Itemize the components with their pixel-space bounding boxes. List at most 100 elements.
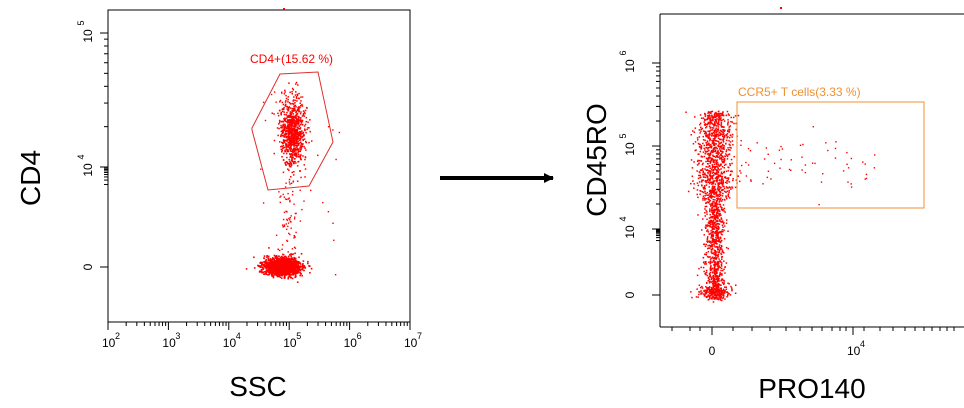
pro140-negative-event — [705, 181, 707, 184]
cd4-positive-event — [273, 152, 275, 155]
pro140-negative-event — [714, 199, 716, 201]
pro140-negative-event — [721, 251, 724, 253]
pro140-negative-event — [709, 267, 712, 269]
cd4-positive-event — [295, 145, 297, 147]
pro140-negative-event — [702, 218, 704, 220]
pro140-negative-event — [707, 134, 710, 136]
bridge-event — [287, 251, 289, 253]
cd4-positive-event — [282, 139, 285, 141]
cd4-negative-event — [260, 270, 263, 272]
cd4-positive-event — [281, 151, 283, 153]
pro140-negative-event — [712, 169, 715, 171]
pro140-negative-event — [710, 292, 713, 294]
cd4-positive-event — [290, 119, 293, 121]
pro140-negative-event — [706, 191, 709, 194]
right-x-axis-label: PRO140 — [758, 373, 865, 404]
pro140-negative-event — [714, 232, 716, 235]
pro140-negative-event — [723, 291, 726, 293]
cd4-positive-event — [283, 107, 285, 109]
pro140-negative-event — [725, 196, 727, 198]
cd4-negative-event — [277, 263, 280, 265]
pro140-negative-event — [710, 230, 712, 232]
pro140-negative-event — [694, 127, 697, 129]
cd4-positive-event — [281, 132, 284, 134]
pro140-negative-event — [704, 172, 706, 174]
pro140-negative-event — [714, 273, 716, 276]
pro140-negative-event — [711, 211, 713, 214]
pro140-negative-event — [717, 115, 719, 117]
pro140-negative-event — [709, 127, 711, 129]
cd4-positive-event — [299, 120, 301, 122]
cd4-positive-event — [297, 149, 299, 152]
pro140-negative-event — [717, 210, 719, 213]
cd4-positive-event — [293, 171, 295, 173]
pro140-negative-event — [712, 280, 715, 282]
pro140-negative-event — [711, 230, 714, 233]
left-y-tick-exponent: 5 — [76, 20, 86, 25]
pro140-negative-event — [719, 198, 721, 201]
ccr5-positive-event — [749, 150, 752, 152]
cd4-negative-event — [279, 267, 282, 269]
pro140-negative-event — [709, 134, 711, 136]
cd4-negative-event — [283, 265, 286, 267]
pro140-negative-event — [722, 137, 725, 139]
cd4-negative-event — [264, 265, 267, 268]
pro140-negative-event — [711, 164, 713, 166]
left-x-tick-exponent: 2 — [115, 331, 120, 341]
pro140-negative-event — [714, 257, 716, 259]
cd4-positive-event — [284, 117, 286, 119]
pro140-negative-event — [712, 138, 715, 140]
pro140-negative-event — [717, 194, 720, 197]
pro140-negative-event — [719, 237, 722, 239]
right-y-tick-exponent: 6 — [618, 50, 628, 55]
pro140-negative-event — [711, 223, 714, 225]
outlier-event — [275, 101, 277, 103]
right-y-tick-label: 10 — [623, 142, 637, 156]
cd4-positive-event — [292, 108, 295, 110]
cd4-positive-event — [300, 144, 302, 147]
pro140-negative-event — [720, 145, 722, 147]
cd4-positive-event — [290, 124, 292, 126]
cd4-positive-event — [287, 119, 290, 121]
pro140-negative-event — [691, 296, 693, 299]
cd4-positive-event — [281, 110, 284, 113]
pro140-negative-event — [718, 237, 720, 239]
pro140-negative-event — [698, 174, 700, 177]
pro140-negative-event — [718, 223, 721, 225]
cd4-positive-event — [297, 115, 299, 118]
cd4-negative-event — [267, 266, 270, 268]
pro140-negative-event — [716, 240, 718, 242]
cd4-positive-event — [273, 113, 275, 115]
cd4-negative-event — [262, 267, 264, 269]
cd4-negative-event — [275, 270, 278, 273]
pro140-negative-event — [713, 159, 715, 161]
bridge-event — [290, 182, 293, 184]
ccr5-positive-event — [780, 158, 782, 161]
pro140-negative-event — [721, 274, 723, 276]
pro140-negative-event — [718, 158, 721, 160]
cd4-positive-event — [280, 135, 282, 137]
cd4-negative-event — [297, 262, 300, 265]
pro140-negative-event — [711, 183, 714, 185]
pro140-negative-event — [723, 158, 726, 160]
pro140-negative-event — [700, 181, 703, 183]
pro140-negative-event — [717, 279, 720, 281]
cd4-negative-event — [274, 264, 276, 267]
pro140-negative-event — [706, 213, 708, 215]
pro140-negative-event — [709, 199, 711, 202]
pro140-negative-event — [710, 262, 712, 264]
pro140-negative-event — [703, 243, 705, 246]
pro140-negative-event — [731, 288, 733, 291]
cd4-negative-event — [278, 271, 281, 273]
cd4-negative-event — [288, 267, 291, 269]
pro140-negative-event — [712, 180, 715, 182]
cd4-positive-event — [288, 144, 290, 147]
pro140-negative-event — [724, 266, 726, 268]
cd4-positive-event — [289, 141, 292, 143]
pro140-negative-event — [724, 298, 726, 300]
pro140-negative-event — [715, 295, 717, 297]
cd4-positive-event — [284, 139, 287, 142]
cd4-positive-event — [284, 150, 286, 153]
pro140-negative-event — [713, 267, 716, 270]
ccr5-positive-event — [864, 178, 866, 180]
